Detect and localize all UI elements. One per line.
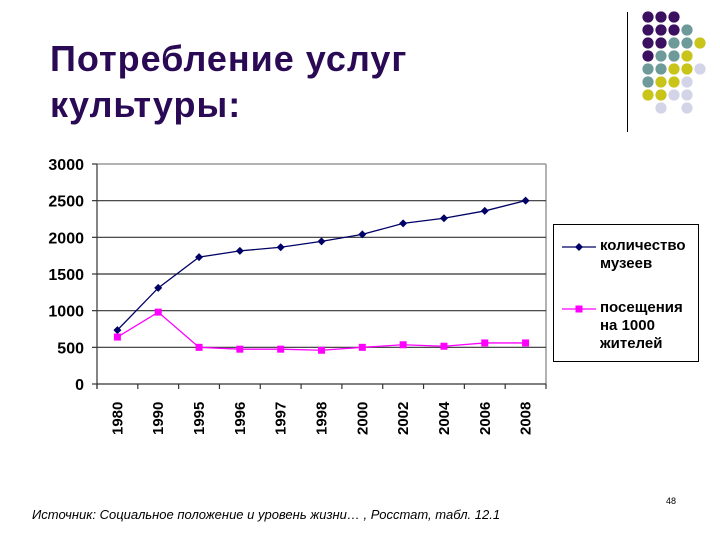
legend-label-line: посещения (600, 299, 683, 316)
y-tick-label: 2500 (48, 194, 84, 211)
decorative-dot (668, 89, 680, 101)
diamond-marker-icon (562, 243, 596, 251)
data-point-square (236, 345, 244, 353)
y-tick-label: 500 (57, 340, 84, 357)
y-tick-label: 0 (75, 377, 84, 394)
decorative-dot (681, 50, 693, 62)
data-point-diamond (521, 196, 530, 205)
page-number: 48 (666, 496, 677, 506)
legend-label-line: количество (600, 237, 686, 254)
x-tick-label: 1990 (150, 402, 167, 435)
y-tick-label: 1500 (48, 267, 84, 284)
data-point-square (358, 343, 366, 351)
decorative-dot (681, 63, 693, 75)
data-point-square (113, 333, 121, 341)
x-tick-label: 1997 (273, 402, 290, 435)
data-point-square (195, 343, 203, 351)
decorative-dot (642, 63, 654, 75)
source-note: Источник: Социальное положение и уровень… (32, 507, 501, 522)
decorative-dot (694, 37, 706, 49)
decorative-dot (668, 37, 680, 49)
decorative-dot (655, 63, 667, 75)
decorative-dot (668, 50, 680, 62)
decorative-dot (668, 11, 680, 23)
data-point-diamond (317, 237, 326, 246)
data-point-diamond (276, 243, 285, 252)
x-tick-label: 2008 (518, 402, 535, 435)
legend-label-line: на 1000 (600, 317, 655, 334)
x-tick-label: 2000 (354, 402, 371, 435)
slide-title-line-2: культуры: (50, 84, 242, 125)
line-chart: 0 500 1000 1500 2000 2500 3000 1980 1990 1995 199… (48, 157, 547, 435)
data-point-diamond (439, 214, 448, 223)
y-axis: 0 500 1000 1500 2000 2500 3000 (48, 157, 98, 394)
data-point-diamond (480, 206, 489, 215)
x-axis: 1980 1990 1995 1996 1997 1998 2000 2002 2004 2006… (96, 383, 547, 435)
decorative-dot (681, 102, 693, 114)
decorative-dot (681, 89, 693, 101)
y-tick-label: 1000 (48, 304, 84, 321)
decorative-divider (627, 12, 628, 132)
x-tick-label: 1996 (232, 402, 249, 435)
x-tick-label: 1995 (191, 402, 208, 435)
decorative-dot (642, 50, 654, 62)
decorative-dot (655, 76, 667, 88)
decorative-dot (655, 50, 667, 62)
legend-label-line: музеев (600, 255, 653, 272)
decorative-dot (681, 37, 693, 49)
data-point-diamond (399, 219, 408, 228)
data-point-square (522, 339, 530, 347)
decorative-dot (655, 102, 667, 114)
decorative-dot (655, 37, 667, 49)
decorative-dot (642, 24, 654, 36)
slide-title: Потребление услуг культуры: (50, 36, 407, 128)
data-point-square (481, 339, 489, 347)
y-tick-label: 3000 (48, 157, 84, 174)
data-point-square (154, 308, 162, 316)
decorative-dot (642, 37, 654, 49)
data-point-square (440, 342, 448, 350)
decorative-dot (668, 76, 680, 88)
square-marker-icon (562, 305, 596, 313)
y-tick-label: 2000 (48, 230, 84, 247)
x-tick-label: 1980 (109, 402, 126, 435)
decorative-dot (655, 89, 667, 101)
decorative-dot (681, 76, 693, 88)
data-point-square (399, 341, 407, 349)
data-point-square (318, 346, 325, 354)
decorative-dot (655, 11, 667, 23)
data-point-diamond (358, 230, 367, 239)
data-point-square (277, 345, 285, 353)
decorative-dot (655, 24, 667, 36)
data-point-diamond (235, 246, 244, 255)
decorative-dot (681, 24, 693, 36)
chart-series (113, 196, 530, 354)
decorative-dot (694, 63, 706, 75)
decorative-dot (668, 63, 680, 75)
x-tick-label: 2002 (395, 402, 412, 435)
chart-legend: количество музеев посещения на 1000 жите… (553, 224, 699, 362)
decorative-dot (668, 24, 680, 36)
x-tick-label: 1998 (314, 402, 331, 435)
decorative-dot (642, 76, 654, 88)
slide-title-line-1: Потребление услуг (50, 38, 408, 79)
data-point-diamond (195, 253, 204, 262)
legend-label-line: жителей (600, 335, 663, 352)
data-point-diamond (113, 326, 122, 335)
decorative-dot (642, 11, 654, 23)
x-tick-label: 2004 (436, 401, 453, 435)
decorative-dot-grid (642, 11, 706, 114)
x-tick-label: 2006 (477, 402, 494, 435)
data-point-diamond (154, 283, 163, 292)
decorative-dot (642, 89, 654, 101)
